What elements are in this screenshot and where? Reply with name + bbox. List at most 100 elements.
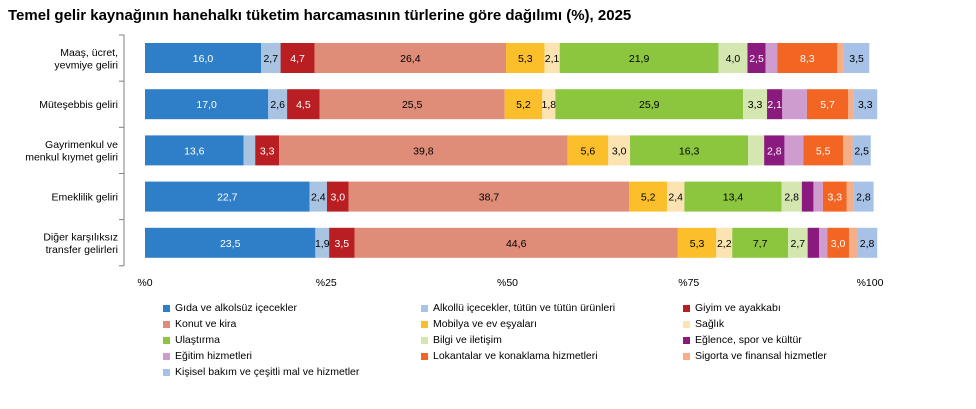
bar-segment-eglence-spor-ve-kultur-2 <box>764 135 785 166</box>
legend-label: Alkollü içecekler, tütün ve tütün ürünle… <box>433 302 616 314</box>
bars-layer: 16,0 2,7 4,7 26,4 5,3 2,1 21,9 4,0 2,5 8,3 3,5 17,0… <box>145 43 878 258</box>
legend-item-sigorta-ve-finansal-hizmetler: Sigorta ve finansal hizmetler <box>683 349 883 363</box>
data-label: 5,3 <box>690 238 705 250</box>
bar-segment-alkollu-icecekler-tutun-ve-tutun-urunleri-2 <box>243 135 256 166</box>
bar-segment-lokantalar-ve-konaklama-hizmetleri-1 <box>806 89 849 120</box>
data-label: 26,4 <box>400 53 421 65</box>
data-label: 3,0 <box>831 238 846 250</box>
category-label: Diğer karşılıksız transfer gelirleri <box>43 232 118 256</box>
bar-segment-alkollu-icecekler-tutun-ve-tutun-urunleri-0 <box>261 43 281 73</box>
bar-segment-sigorta-ve-finansal-hizmetler-4 <box>848 227 857 258</box>
data-label: 39,8 <box>413 145 434 157</box>
bar-segment-ulastirma-4 <box>732 227 789 258</box>
data-label: 7,7 <box>753 238 768 250</box>
legend-swatch <box>163 336 170 344</box>
x-tick-label: %0 <box>137 277 152 289</box>
bar-segment-konut-ve-kira-0 <box>314 43 507 73</box>
legend-label: Eğlence, spor ve kültür <box>695 334 802 346</box>
bar-segment-saglik-1 <box>542 89 556 120</box>
category-label: Maaş, ücret, yevmiye geliri <box>54 47 118 72</box>
legend-item-eglence-spor-ve-kultur: Eğlence, spor ve kültür <box>683 333 883 347</box>
bar-segment-saglik-4 <box>716 227 733 258</box>
data-label: 3,0 <box>612 145 627 157</box>
bar-segment-kisisel-bakim-ve-cesitli-mal-ve-hizmetler-2 <box>852 135 871 166</box>
legend-item-kisisel-bakim-ve-cesitli-mal-ve-hizmetler: Kişisel bakım ve çeşitli mal ve hizmetle… <box>163 365 421 379</box>
legend-swatch <box>163 304 170 312</box>
bar-segment-mobilya-ve-ev-esyalari-2 <box>567 135 609 166</box>
data-label: 22,7 <box>217 192 238 204</box>
bar-segment-ulastirma-0 <box>559 43 719 73</box>
bar-segment-lokantalar-ve-konaklama-hizmetleri-3 <box>822 181 847 212</box>
data-label: 13,4 <box>723 192 744 204</box>
legend-item-mobilya-ve-ev-esyalari: Mobilya ve ev eşyaları <box>421 317 683 331</box>
data-label: 2,4 <box>668 192 683 204</box>
bar-segment-alkollu-icecekler-tutun-ve-tutun-urunleri-4 <box>315 227 330 258</box>
bar-segment-kisisel-bakim-ve-cesitli-mal-ve-hizmetler-1 <box>853 89 878 120</box>
bar-segment-gida-ve-alkolsuz-icecekler-1 <box>145 89 269 120</box>
x-tick-label: %75 <box>678 277 699 289</box>
bar-segment-saglik-0 <box>544 43 560 73</box>
legend-swatch <box>683 352 690 360</box>
data-label: 2,5 <box>749 53 764 65</box>
legend-item-saglik: Sağlık <box>683 317 883 331</box>
data-label: 3,3 <box>828 192 843 204</box>
bar-segment-bilgi-ve-iletisim-0 <box>718 43 748 73</box>
legend-swatch <box>421 304 428 312</box>
bar-segment-giyim-ve-ayakkabi-4 <box>329 227 355 258</box>
bar-segment-saglik-2 <box>608 135 631 166</box>
category-labels: Maaş, ücret, yevmiye geliri Müteşebbis gel… <box>25 47 118 256</box>
legend-item-bilgi-ve-iletisim: Bilgi ve iletişim <box>421 333 683 347</box>
legend-item-lokantalar-ve-konaklama-hizmetleri: Lokantalar ve konaklama hizmetleri <box>421 349 683 363</box>
category-label: Emeklilik geliri <box>51 192 118 204</box>
data-label: 44,6 <box>506 238 527 250</box>
bar-segment-egitim-hizmetleri-4 <box>819 227 828 258</box>
bar-segment-gida-ve-alkolsuz-icecekler-3 <box>145 181 310 212</box>
data-label: 5,6 <box>581 145 596 157</box>
legend-swatch <box>683 304 690 312</box>
category-label: Gayrimenkul ve menkul kıymet geliri <box>25 139 118 164</box>
data-label: 1,8 <box>542 99 557 111</box>
bar-segment-konut-ve-kira-1 <box>319 89 505 120</box>
bar-segment-saglik-3 <box>667 181 685 212</box>
bar-segment-lokantalar-ve-konaklama-hizmetleri-0 <box>777 43 838 73</box>
chart-title: Temel gelir kaynağının hanehalkı tüketim… <box>8 7 632 24</box>
data-label: 5,3 <box>518 53 533 65</box>
legend-swatch <box>421 336 428 344</box>
data-label: 16,3 <box>679 145 700 157</box>
legend-swatch <box>421 352 428 360</box>
legend-item-ulastirma: Ulaştırma <box>163 333 421 347</box>
bar-segment-mobilya-ve-ev-esyalari-1 <box>504 89 543 120</box>
legend-label: Giyim ve ayakkabı <box>695 302 781 314</box>
data-label: 4,7 <box>290 53 305 65</box>
legend: Gıda ve alkolsüz içecekler Alkollü içecek… <box>163 301 883 379</box>
bar-segment-eglence-spor-ve-kultur-4 <box>807 227 820 258</box>
bar-segment-konut-ve-kira-3 <box>348 181 630 212</box>
bar-segment-eglence-spor-ve-kultur-1 <box>767 89 783 120</box>
bar-segment-lokantalar-ve-konaklama-hizmetleri-4 <box>827 227 849 258</box>
legend-label: Mobilya ve ev eşyaları <box>433 318 537 330</box>
data-label: 13,6 <box>184 145 205 157</box>
bar-segment-giyim-ve-ayakkabi-1 <box>287 89 320 120</box>
bar-segment-bilgi-ve-iletisim-2 <box>748 135 765 166</box>
data-label: 38,7 <box>479 192 500 204</box>
bar-segment-mobilya-ve-ev-esyalari-0 <box>506 43 545 73</box>
data-label: 17,0 <box>196 99 217 111</box>
data-label: 25,5 <box>402 99 423 111</box>
data-label: 2,1 <box>767 99 782 111</box>
legend-label: Eğitim hizmetleri <box>175 350 253 362</box>
legend-label: Bilgi ve iletişim <box>433 334 502 346</box>
data-label: 2,8 <box>860 238 875 250</box>
data-label: 16,0 <box>193 53 214 65</box>
legend-item-giyim-ve-ayakkabi: Giyim ve ayakkabı <box>683 301 883 315</box>
x-tick-label: %100 <box>857 277 884 289</box>
data-label: 3,3 <box>260 145 275 157</box>
bar-segment-sigorta-ve-finansal-hizmetler-2 <box>843 135 853 166</box>
data-label: 5,2 <box>516 99 531 111</box>
legend-label: Konut ve kira <box>175 318 237 330</box>
bar-segment-giyim-ve-ayakkabi-3 <box>326 181 349 212</box>
bar-segment-lokantalar-ve-konaklama-hizmetleri-2 <box>803 135 844 166</box>
data-label: 2,2 <box>717 238 732 250</box>
legend-item-alkollu-icecekler-tutun-ve-tutun-urunleri: Alkollü içecekler, tütün ve tütün ürünle… <box>421 301 683 315</box>
bar-segment-alkollu-icecekler-tutun-ve-tutun-urunleri-1 <box>268 89 288 120</box>
data-label: 4,0 <box>726 53 741 65</box>
